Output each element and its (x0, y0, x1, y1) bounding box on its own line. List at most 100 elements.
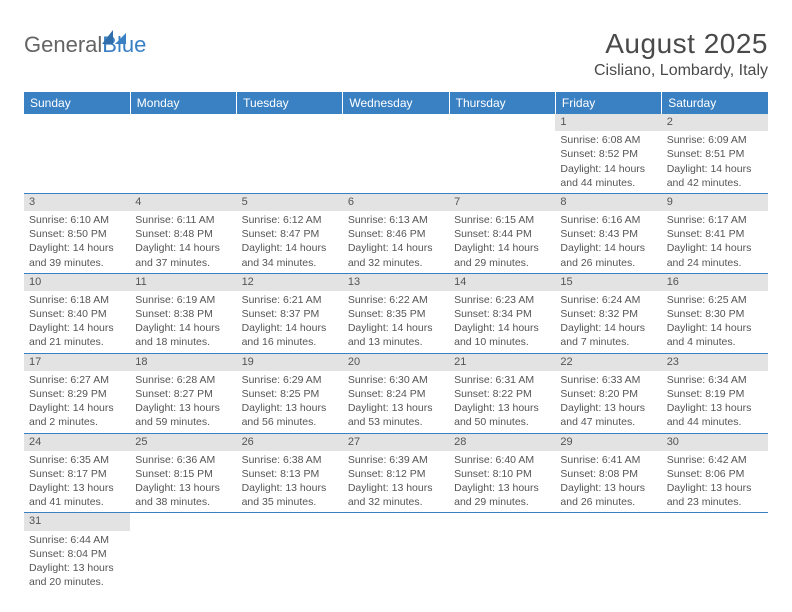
day-details: Sunrise: 6:42 AMSunset: 8:06 PMDaylight:… (662, 451, 768, 513)
sunset: Sunset: 8:15 PM (135, 467, 231, 481)
day-details: Sunrise: 6:16 AMSunset: 8:43 PMDaylight:… (555, 211, 661, 273)
calendar-cell: 7Sunrise: 6:15 AMSunset: 8:44 PMDaylight… (449, 193, 555, 273)
calendar-week-row: 10Sunrise: 6:18 AMSunset: 8:40 PMDayligh… (24, 273, 768, 353)
calendar-cell: 31Sunrise: 6:44 AMSunset: 8:04 PMDayligh… (24, 513, 130, 592)
sunrise: Sunrise: 6:13 AM (348, 213, 444, 227)
calendar-cell: 6Sunrise: 6:13 AMSunset: 8:46 PMDaylight… (343, 193, 449, 273)
day-number: 2 (662, 114, 768, 131)
calendar-cell: 16Sunrise: 6:25 AMSunset: 8:30 PMDayligh… (662, 273, 768, 353)
daylight: Daylight: 14 hours and 16 minutes. (242, 321, 338, 349)
daylight: Daylight: 13 hours and 20 minutes. (29, 561, 125, 589)
calendar-week-row: 17Sunrise: 6:27 AMSunset: 8:29 PMDayligh… (24, 353, 768, 433)
day-details: Sunrise: 6:28 AMSunset: 8:27 PMDaylight:… (130, 371, 236, 433)
day-details: Sunrise: 6:36 AMSunset: 8:15 PMDaylight:… (130, 451, 236, 513)
calendar-cell: 17Sunrise: 6:27 AMSunset: 8:29 PMDayligh… (24, 353, 130, 433)
day-details: Sunrise: 6:13 AMSunset: 8:46 PMDaylight:… (343, 211, 449, 273)
daylight: Daylight: 13 hours and 50 minutes. (454, 401, 550, 429)
day-number: 12 (237, 274, 343, 291)
calendar-cell: 12Sunrise: 6:21 AMSunset: 8:37 PMDayligh… (237, 273, 343, 353)
sunrise: Sunrise: 6:41 AM (560, 453, 656, 467)
calendar-cell (449, 513, 555, 592)
sunset: Sunset: 8:06 PM (667, 467, 763, 481)
day-number: 29 (555, 434, 661, 451)
day-number: 27 (343, 434, 449, 451)
day-details: Sunrise: 6:27 AMSunset: 8:29 PMDaylight:… (24, 371, 130, 433)
calendar-cell: 30Sunrise: 6:42 AMSunset: 8:06 PMDayligh… (662, 433, 768, 513)
weekday-header: Monday (130, 92, 236, 114)
sunset: Sunset: 8:19 PM (667, 387, 763, 401)
sunset: Sunset: 8:37 PM (242, 307, 338, 321)
sunset: Sunset: 8:22 PM (454, 387, 550, 401)
calendar-cell: 28Sunrise: 6:40 AMSunset: 8:10 PMDayligh… (449, 433, 555, 513)
sunset: Sunset: 8:20 PM (560, 387, 656, 401)
calendar-cell: 9Sunrise: 6:17 AMSunset: 8:41 PMDaylight… (662, 193, 768, 273)
calendar-body: 1Sunrise: 6:08 AMSunset: 8:52 PMDaylight… (24, 114, 768, 592)
day-number: 9 (662, 194, 768, 211)
sunrise: Sunrise: 6:24 AM (560, 293, 656, 307)
day-details: Sunrise: 6:11 AMSunset: 8:48 PMDaylight:… (130, 211, 236, 273)
sunset: Sunset: 8:38 PM (135, 307, 231, 321)
sunset: Sunset: 8:04 PM (29, 547, 125, 561)
sunrise: Sunrise: 6:30 AM (348, 373, 444, 387)
calendar-cell: 11Sunrise: 6:19 AMSunset: 8:38 PMDayligh… (130, 273, 236, 353)
day-number: 13 (343, 274, 449, 291)
daylight: Daylight: 14 hours and 32 minutes. (348, 241, 444, 269)
calendar-cell (555, 513, 661, 592)
sunrise: Sunrise: 6:21 AM (242, 293, 338, 307)
day-details: Sunrise: 6:30 AMSunset: 8:24 PMDaylight:… (343, 371, 449, 433)
sunrise: Sunrise: 6:33 AM (560, 373, 656, 387)
sunrise: Sunrise: 6:15 AM (454, 213, 550, 227)
calendar-cell: 5Sunrise: 6:12 AMSunset: 8:47 PMDaylight… (237, 193, 343, 273)
sunset: Sunset: 8:29 PM (29, 387, 125, 401)
day-number: 16 (662, 274, 768, 291)
day-details: Sunrise: 6:12 AMSunset: 8:47 PMDaylight:… (237, 211, 343, 273)
day-number: 17 (24, 354, 130, 371)
day-number: 8 (555, 194, 661, 211)
daylight: Daylight: 13 hours and 35 minutes. (242, 481, 338, 509)
calendar-cell: 10Sunrise: 6:18 AMSunset: 8:40 PMDayligh… (24, 273, 130, 353)
day-details: Sunrise: 6:21 AMSunset: 8:37 PMDaylight:… (237, 291, 343, 353)
calendar-cell: 19Sunrise: 6:29 AMSunset: 8:25 PMDayligh… (237, 353, 343, 433)
calendar-cell: 21Sunrise: 6:31 AMSunset: 8:22 PMDayligh… (449, 353, 555, 433)
daylight: Daylight: 14 hours and 37 minutes. (135, 241, 231, 269)
day-details: Sunrise: 6:24 AMSunset: 8:32 PMDaylight:… (555, 291, 661, 353)
sunset: Sunset: 8:44 PM (454, 227, 550, 241)
daylight: Daylight: 13 hours and 23 minutes. (667, 481, 763, 509)
daylight: Daylight: 13 hours and 59 minutes. (135, 401, 231, 429)
calendar-cell: 20Sunrise: 6:30 AMSunset: 8:24 PMDayligh… (343, 353, 449, 433)
sunset: Sunset: 8:08 PM (560, 467, 656, 481)
day-details: Sunrise: 6:22 AMSunset: 8:35 PMDaylight:… (343, 291, 449, 353)
sunrise: Sunrise: 6:17 AM (667, 213, 763, 227)
day-details: Sunrise: 6:19 AMSunset: 8:38 PMDaylight:… (130, 291, 236, 353)
day-details: Sunrise: 6:39 AMSunset: 8:12 PMDaylight:… (343, 451, 449, 513)
daylight: Daylight: 14 hours and 7 minutes. (560, 321, 656, 349)
sunrise: Sunrise: 6:16 AM (560, 213, 656, 227)
daylight: Daylight: 14 hours and 18 minutes. (135, 321, 231, 349)
day-number: 1 (555, 114, 661, 131)
sunset: Sunset: 8:43 PM (560, 227, 656, 241)
daylight: Daylight: 14 hours and 2 minutes. (29, 401, 125, 429)
daylight: Daylight: 14 hours and 26 minutes. (560, 241, 656, 269)
sunrise: Sunrise: 6:08 AM (560, 133, 656, 147)
sunset: Sunset: 8:12 PM (348, 467, 444, 481)
sunrise: Sunrise: 6:11 AM (135, 213, 231, 227)
sunrise: Sunrise: 6:40 AM (454, 453, 550, 467)
day-number: 3 (24, 194, 130, 211)
calendar-week-row: 1Sunrise: 6:08 AMSunset: 8:52 PMDaylight… (24, 114, 768, 193)
calendar-cell: 8Sunrise: 6:16 AMSunset: 8:43 PMDaylight… (555, 193, 661, 273)
daylight: Daylight: 14 hours and 44 minutes. (560, 162, 656, 190)
day-number: 19 (237, 354, 343, 371)
page-title: August 2025 (594, 28, 768, 60)
calendar-cell: 13Sunrise: 6:22 AMSunset: 8:35 PMDayligh… (343, 273, 449, 353)
daylight: Daylight: 14 hours and 21 minutes. (29, 321, 125, 349)
sunrise: Sunrise: 6:25 AM (667, 293, 763, 307)
day-number: 21 (449, 354, 555, 371)
calendar-cell (343, 513, 449, 592)
daylight: Daylight: 14 hours and 39 minutes. (29, 241, 125, 269)
daylight: Daylight: 13 hours and 38 minutes. (135, 481, 231, 509)
calendar-cell: 27Sunrise: 6:39 AMSunset: 8:12 PMDayligh… (343, 433, 449, 513)
sunset: Sunset: 8:41 PM (667, 227, 763, 241)
calendar-cell: 24Sunrise: 6:35 AMSunset: 8:17 PMDayligh… (24, 433, 130, 513)
day-number: 23 (662, 354, 768, 371)
day-number: 31 (24, 513, 130, 530)
